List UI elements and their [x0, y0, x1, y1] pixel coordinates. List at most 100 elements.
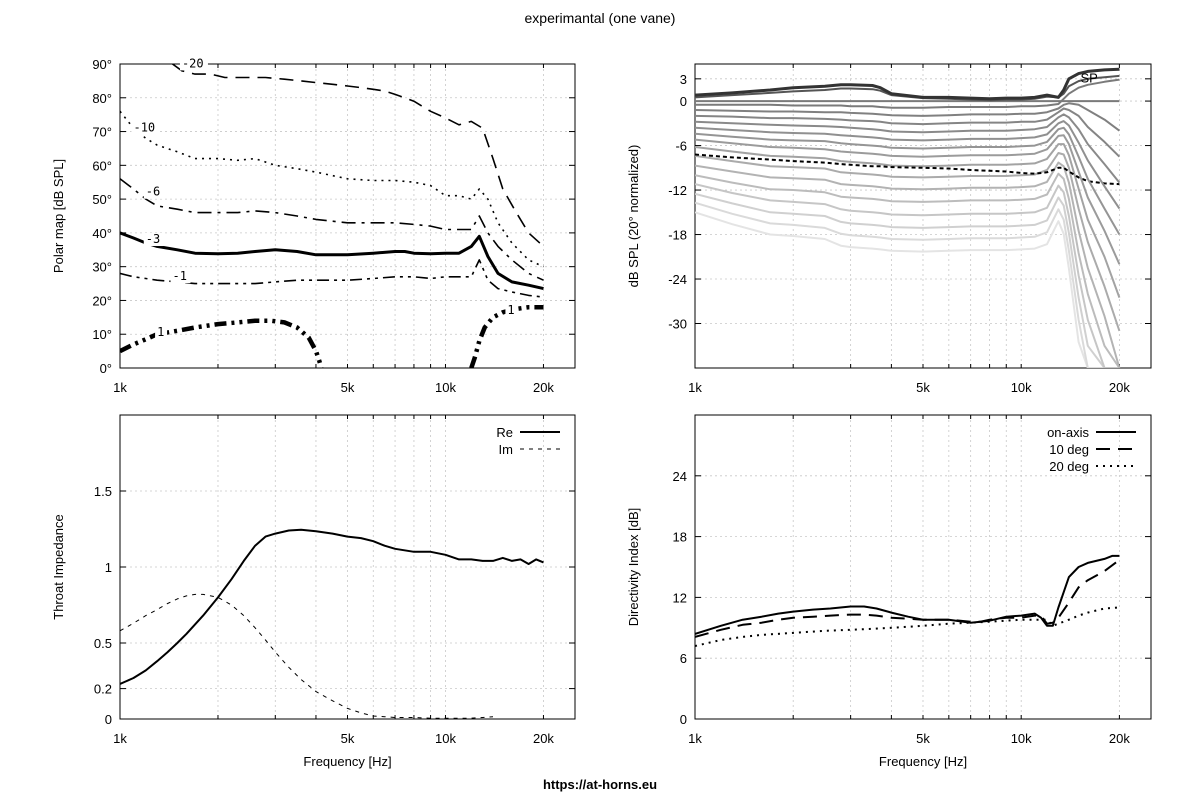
contour-line-2 — [120, 178, 544, 281]
contour-label: -1 — [173, 269, 187, 283]
xtick-label: 20k — [533, 731, 554, 746]
ytick-label: 18 — [673, 530, 687, 545]
xtick-label: 5k — [916, 380, 930, 395]
ytick-label: 1.5 — [94, 484, 112, 499]
normalized-series-line-18 — [695, 211, 1120, 368]
y-axis-label: Directivity Index [dB] — [626, 508, 641, 627]
contour-line-0 — [172, 64, 545, 247]
normalized-series-line-12 — [695, 152, 1121, 332]
y-axis-label: dB SPL (20° normalized) — [626, 145, 641, 288]
xtick-label: 1k — [113, 731, 127, 746]
y-axis-label: Throat Impedance — [51, 514, 66, 620]
directivity-plot-frame — [694, 414, 1152, 720]
ytick-label: 30° — [92, 260, 112, 275]
ytick-label: 0 — [680, 712, 687, 727]
contour-label-bg-6 — [505, 303, 518, 317]
contour-label-bg-5 — [155, 325, 168, 339]
xtick-label: 20k — [1109, 731, 1130, 746]
normalized-series-line-10 — [695, 153, 1120, 186]
contour-label: 1 — [157, 325, 164, 339]
ytick-label: 60° — [92, 158, 112, 173]
ytick-label: 90° — [92, 57, 112, 72]
xtick-label: 20k — [1109, 380, 1130, 395]
legend-label: 10 deg — [1049, 442, 1089, 457]
y-axis-label: Polar map [dB SPL] — [51, 159, 66, 273]
ytick-label: 0 — [105, 712, 112, 727]
ytick-label: 70° — [92, 125, 112, 140]
normalized-series-line-0 — [695, 67, 1120, 101]
normalized-series-line-16 — [695, 192, 1120, 368]
ytick-label: -18 — [668, 228, 687, 243]
normalized-series-line-17 — [695, 201, 1120, 368]
normalized-series-line-6 — [695, 113, 1121, 184]
polar-map-panel: 0° 10° 20° 30° 40° 50° 60° 70° 80° 90° 1k 5k 10k 20k P… — [51, 56, 576, 395]
xtick-label: 5k — [341, 731, 355, 746]
contour-label: -6 — [146, 185, 160, 199]
contour-label-bg-2 — [143, 185, 164, 199]
contour-label: -3 — [146, 232, 160, 246]
ytick-label: -30 — [668, 317, 687, 332]
contour-line-5 — [120, 318, 324, 368]
sp-annotation: SP — [1081, 70, 1098, 85]
ytick-label: 0° — [100, 361, 112, 376]
x-axis-label: Frequency [Hz] — [303, 754, 391, 769]
contour-line-3 — [120, 231, 544, 291]
legend-label: 20 deg — [1049, 459, 1089, 474]
figure-title: experimantal (one vane) — [525, 10, 676, 26]
ytick-label: 1 — [105, 560, 112, 575]
impedance-plot-frame — [119, 414, 576, 720]
ytick-label: 0 — [680, 94, 687, 109]
normalized-series-line-5 — [695, 107, 1121, 158]
xtick-label: 1k — [113, 380, 127, 395]
normalized-series-line-13 — [695, 161, 1121, 368]
legend-label: Im — [499, 442, 513, 457]
xtick-label: 10k — [435, 380, 456, 395]
directivity-series-line-0 — [695, 554, 1120, 635]
xtick-label: 20k — [533, 380, 554, 395]
legend-label: Re — [496, 425, 513, 440]
ytick-label: 50° — [92, 192, 112, 207]
xtick-label: 5k — [341, 380, 355, 395]
contour-label: -20 — [182, 56, 204, 70]
normalized-series-line-7 — [695, 120, 1121, 210]
normalized-series-line-9 — [695, 134, 1121, 265]
xtick-label: 5k — [916, 731, 930, 746]
ytick-label: -12 — [668, 183, 687, 198]
ytick-label: 0.5 — [94, 636, 112, 651]
normalized-series-line-15 — [695, 183, 1120, 368]
ytick-label: 24 — [673, 469, 687, 484]
ytick-label: 0.2 — [94, 682, 112, 697]
xtick-label: 1k — [688, 380, 702, 395]
normalized-series-line-8 — [695, 126, 1121, 235]
contour-label-bg-3 — [143, 233, 164, 247]
ytick-label: -24 — [668, 272, 687, 287]
xtick-label: 1k — [688, 731, 702, 746]
ytick-label: 3 — [680, 72, 687, 87]
xtick-label: 10k — [435, 731, 456, 746]
directivity-index-panel: 0 6 12 18 24 1k 5k 10k 20k Directivity Index [dB]… — [626, 414, 1152, 769]
directivity-series-line-1 — [695, 559, 1121, 638]
ytick-label: 12 — [673, 590, 687, 605]
ytick-label: 20° — [92, 293, 112, 308]
footer-url: https://at-horns.eu — [543, 777, 657, 792]
normalized-series-line-14 — [695, 172, 1121, 368]
normalized-spl-panel: 3 0 -6 -12 -18 -24 -30 1k 5k 10k 20k dB SPL (20° no… — [626, 63, 1152, 395]
contour-label: 1 — [507, 303, 514, 317]
throat-impedance-panel: 0 0.2 0.5 1 1.5 1k 5k 10k 20k Throat Impedance Fre… — [51, 414, 576, 769]
impedance-series-line-1 — [120, 593, 494, 719]
contour-line-1 — [120, 110, 544, 268]
ytick-label: -6 — [675, 139, 687, 154]
ytick-label: 80° — [92, 91, 112, 106]
xtick-label: 10k — [1011, 731, 1032, 746]
contour-label-bg-0 — [179, 57, 208, 71]
contour-label-bg-4 — [170, 270, 191, 284]
impedance-series-line-0 — [120, 528, 544, 685]
ytick-label: 10° — [92, 327, 112, 342]
contour-label: -10 — [133, 121, 155, 135]
x-axis-label: Frequency [Hz] — [879, 754, 967, 769]
normalized-plot-frame — [694, 63, 1152, 369]
normalized-series-line-4 — [695, 102, 1120, 132]
legend-label: on-axis — [1047, 425, 1089, 440]
xtick-label: 10k — [1011, 380, 1032, 395]
